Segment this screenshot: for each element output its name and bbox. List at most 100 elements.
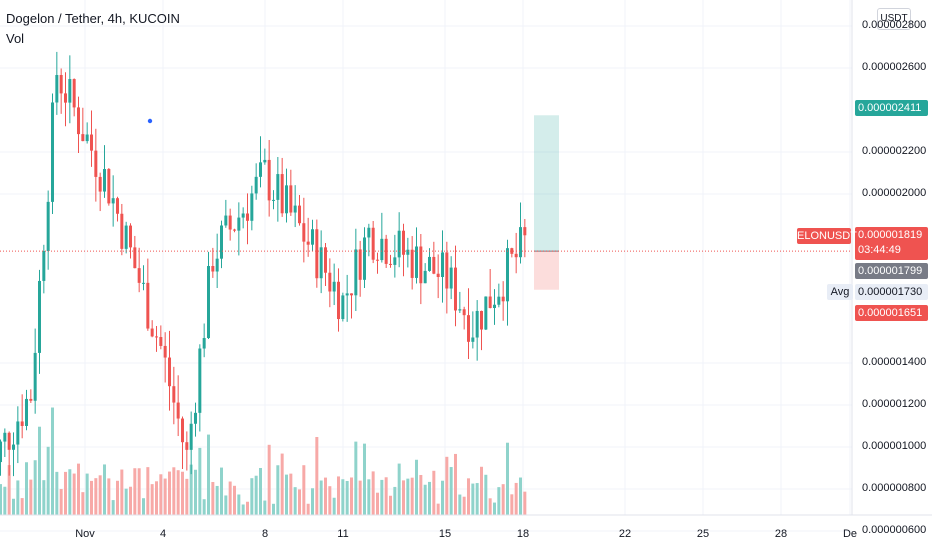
time-tick-label: 11 [337, 528, 349, 540]
volume-bar [68, 469, 72, 515]
volume-bar [445, 456, 449, 515]
volume-bar [523, 491, 527, 515]
volume-bar [458, 494, 462, 515]
volume-bar [328, 486, 332, 515]
candle-down [181, 418, 184, 443]
volume-bar [59, 489, 63, 515]
time-tick-label: 25 [696, 528, 710, 540]
time-tick-label: 28 [774, 528, 788, 540]
candle-down [410, 249, 414, 278]
candle-up [46, 201, 50, 251]
position-target-zone [534, 115, 559, 252]
candle-up [237, 217, 241, 231]
candle-down [358, 249, 362, 280]
candle-down [419, 246, 423, 284]
volume-bar [237, 494, 241, 515]
volume-bar [98, 475, 102, 515]
candle-up [345, 293, 349, 296]
candle-up [103, 169, 106, 192]
volume-bar [103, 464, 106, 515]
time-tick-label: De [842, 528, 858, 540]
candle-up [198, 348, 202, 413]
volume-bar [267, 444, 271, 515]
candle-up [259, 162, 262, 177]
candle-up [332, 281, 336, 292]
volume-bar [506, 442, 509, 515]
candle-down [337, 281, 340, 320]
volume-bar [211, 482, 215, 515]
volume-bar [384, 477, 388, 515]
candle-up [33, 352, 37, 401]
volume-bar [25, 462, 28, 515]
volume-bar [315, 437, 319, 515]
candle-up [406, 249, 410, 255]
candle-up [12, 444, 15, 450]
candle-down [233, 229, 236, 231]
volume-bar [150, 484, 154, 515]
candle-down [445, 252, 449, 289]
candle-up [484, 296, 488, 330]
volume-bar [298, 489, 301, 515]
time-tick-label: 18 [516, 528, 530, 540]
candle-up [311, 229, 314, 245]
volume-indicator-label[interactable]: Vol [6, 31, 25, 46]
candle-down [289, 185, 293, 213]
volume-bar [272, 503, 275, 515]
price-tick-label: 0.000002600 [862, 61, 927, 73]
volume-bar [194, 469, 197, 515]
candle-up [263, 159, 267, 163]
volume-bar [510, 494, 514, 515]
volume-bar [215, 485, 219, 515]
volume-bar [324, 477, 327, 515]
volume-bar [207, 434, 210, 515]
volume-bar [341, 479, 345, 515]
candle-down [306, 241, 310, 245]
volume-bar [397, 463, 401, 515]
volume-bar [111, 500, 115, 515]
candle-down [172, 386, 176, 403]
candle-up [250, 193, 254, 221]
avg-label: Avg [827, 284, 853, 300]
candle-up [0, 441, 2, 463]
volume-bar [189, 464, 193, 515]
volume-bar [254, 475, 258, 515]
volume-bar [302, 465, 306, 515]
volume-bar [350, 477, 353, 515]
candle-down [267, 159, 271, 201]
volume-bar [484, 474, 488, 515]
candlesticks [0, 51, 527, 477]
candle-down [510, 248, 514, 254]
volume-bar [293, 487, 297, 515]
candle-down [298, 205, 301, 224]
volume-bar [90, 480, 93, 515]
volume-bar [72, 473, 76, 515]
volume-bar [85, 473, 89, 515]
volume-bar [393, 486, 397, 515]
candle-up [51, 102, 54, 202]
time-tick-label: 8 [261, 528, 269, 540]
volume-bar [345, 481, 349, 515]
currency-button[interactable]: USDT [877, 8, 911, 30]
volume-bar [107, 478, 111, 515]
candle-down [432, 256, 436, 274]
price-tick-label: 0.000002800 [862, 19, 927, 31]
candle-down [402, 230, 405, 255]
volume-bar [16, 480, 20, 515]
volume-bar [471, 483, 475, 515]
volume-bar [311, 488, 314, 515]
volume-bar [337, 476, 340, 515]
candle-down [246, 213, 249, 221]
volume-bar [250, 478, 254, 515]
candle-down [150, 328, 154, 337]
price-tick-label: 0.000002000 [862, 187, 927, 199]
candle-down [315, 229, 319, 279]
candle-down [454, 267, 457, 311]
candle-up [415, 246, 418, 278]
price-tick-label: 0.000002200 [862, 145, 927, 157]
candle-up [189, 423, 193, 450]
volume-bar [519, 477, 522, 515]
volume-bar [224, 495, 228, 515]
candle-down [467, 315, 470, 342]
volume-bar [493, 502, 496, 515]
